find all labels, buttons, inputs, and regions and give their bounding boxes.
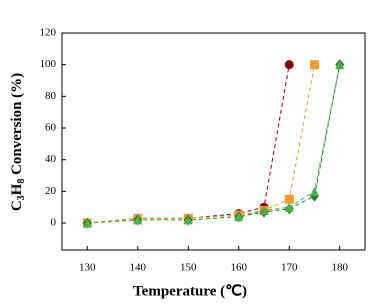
y-label-sub: 8 xyxy=(16,179,27,184)
y-tick-label: 120 xyxy=(40,27,57,39)
marker xyxy=(183,215,193,225)
x-tick-label: 150 xyxy=(180,262,197,274)
x-tick-label: 140 xyxy=(130,262,147,274)
y-axis-label: C3H8 Conversion (%) xyxy=(9,73,27,211)
y-label-part: C xyxy=(9,200,25,211)
y-tick-label: 80 xyxy=(45,90,57,102)
x-tick-label: 160 xyxy=(231,262,248,274)
marker xyxy=(133,215,143,225)
series-line xyxy=(87,64,341,224)
x-tick-label: 130 xyxy=(79,262,96,274)
marker xyxy=(284,60,294,70)
series-line xyxy=(87,64,290,224)
marker xyxy=(82,218,92,228)
x-tick-label: 180 xyxy=(332,262,349,274)
marker xyxy=(284,194,294,204)
x-axis-label: Temperature (℃) xyxy=(133,283,247,299)
marker xyxy=(310,186,319,196)
marker xyxy=(310,60,319,70)
y-label-sub: 3 xyxy=(16,195,27,200)
y-label-part: Conversion (%) xyxy=(9,73,25,179)
y-label-part: H xyxy=(9,183,25,195)
x-tick-label: 170 xyxy=(281,262,298,274)
marker xyxy=(284,202,294,212)
y-tick-label: 0 xyxy=(51,217,57,229)
y-tick-label: 20 xyxy=(45,185,57,197)
y-tick-label: 100 xyxy=(40,58,57,70)
marker xyxy=(234,212,244,222)
y-tick-label: 40 xyxy=(45,153,57,165)
marker xyxy=(259,205,269,215)
plot-frame xyxy=(61,32,366,251)
y-tick-label: 60 xyxy=(45,122,57,134)
series-line xyxy=(87,64,315,224)
marker xyxy=(335,60,345,70)
